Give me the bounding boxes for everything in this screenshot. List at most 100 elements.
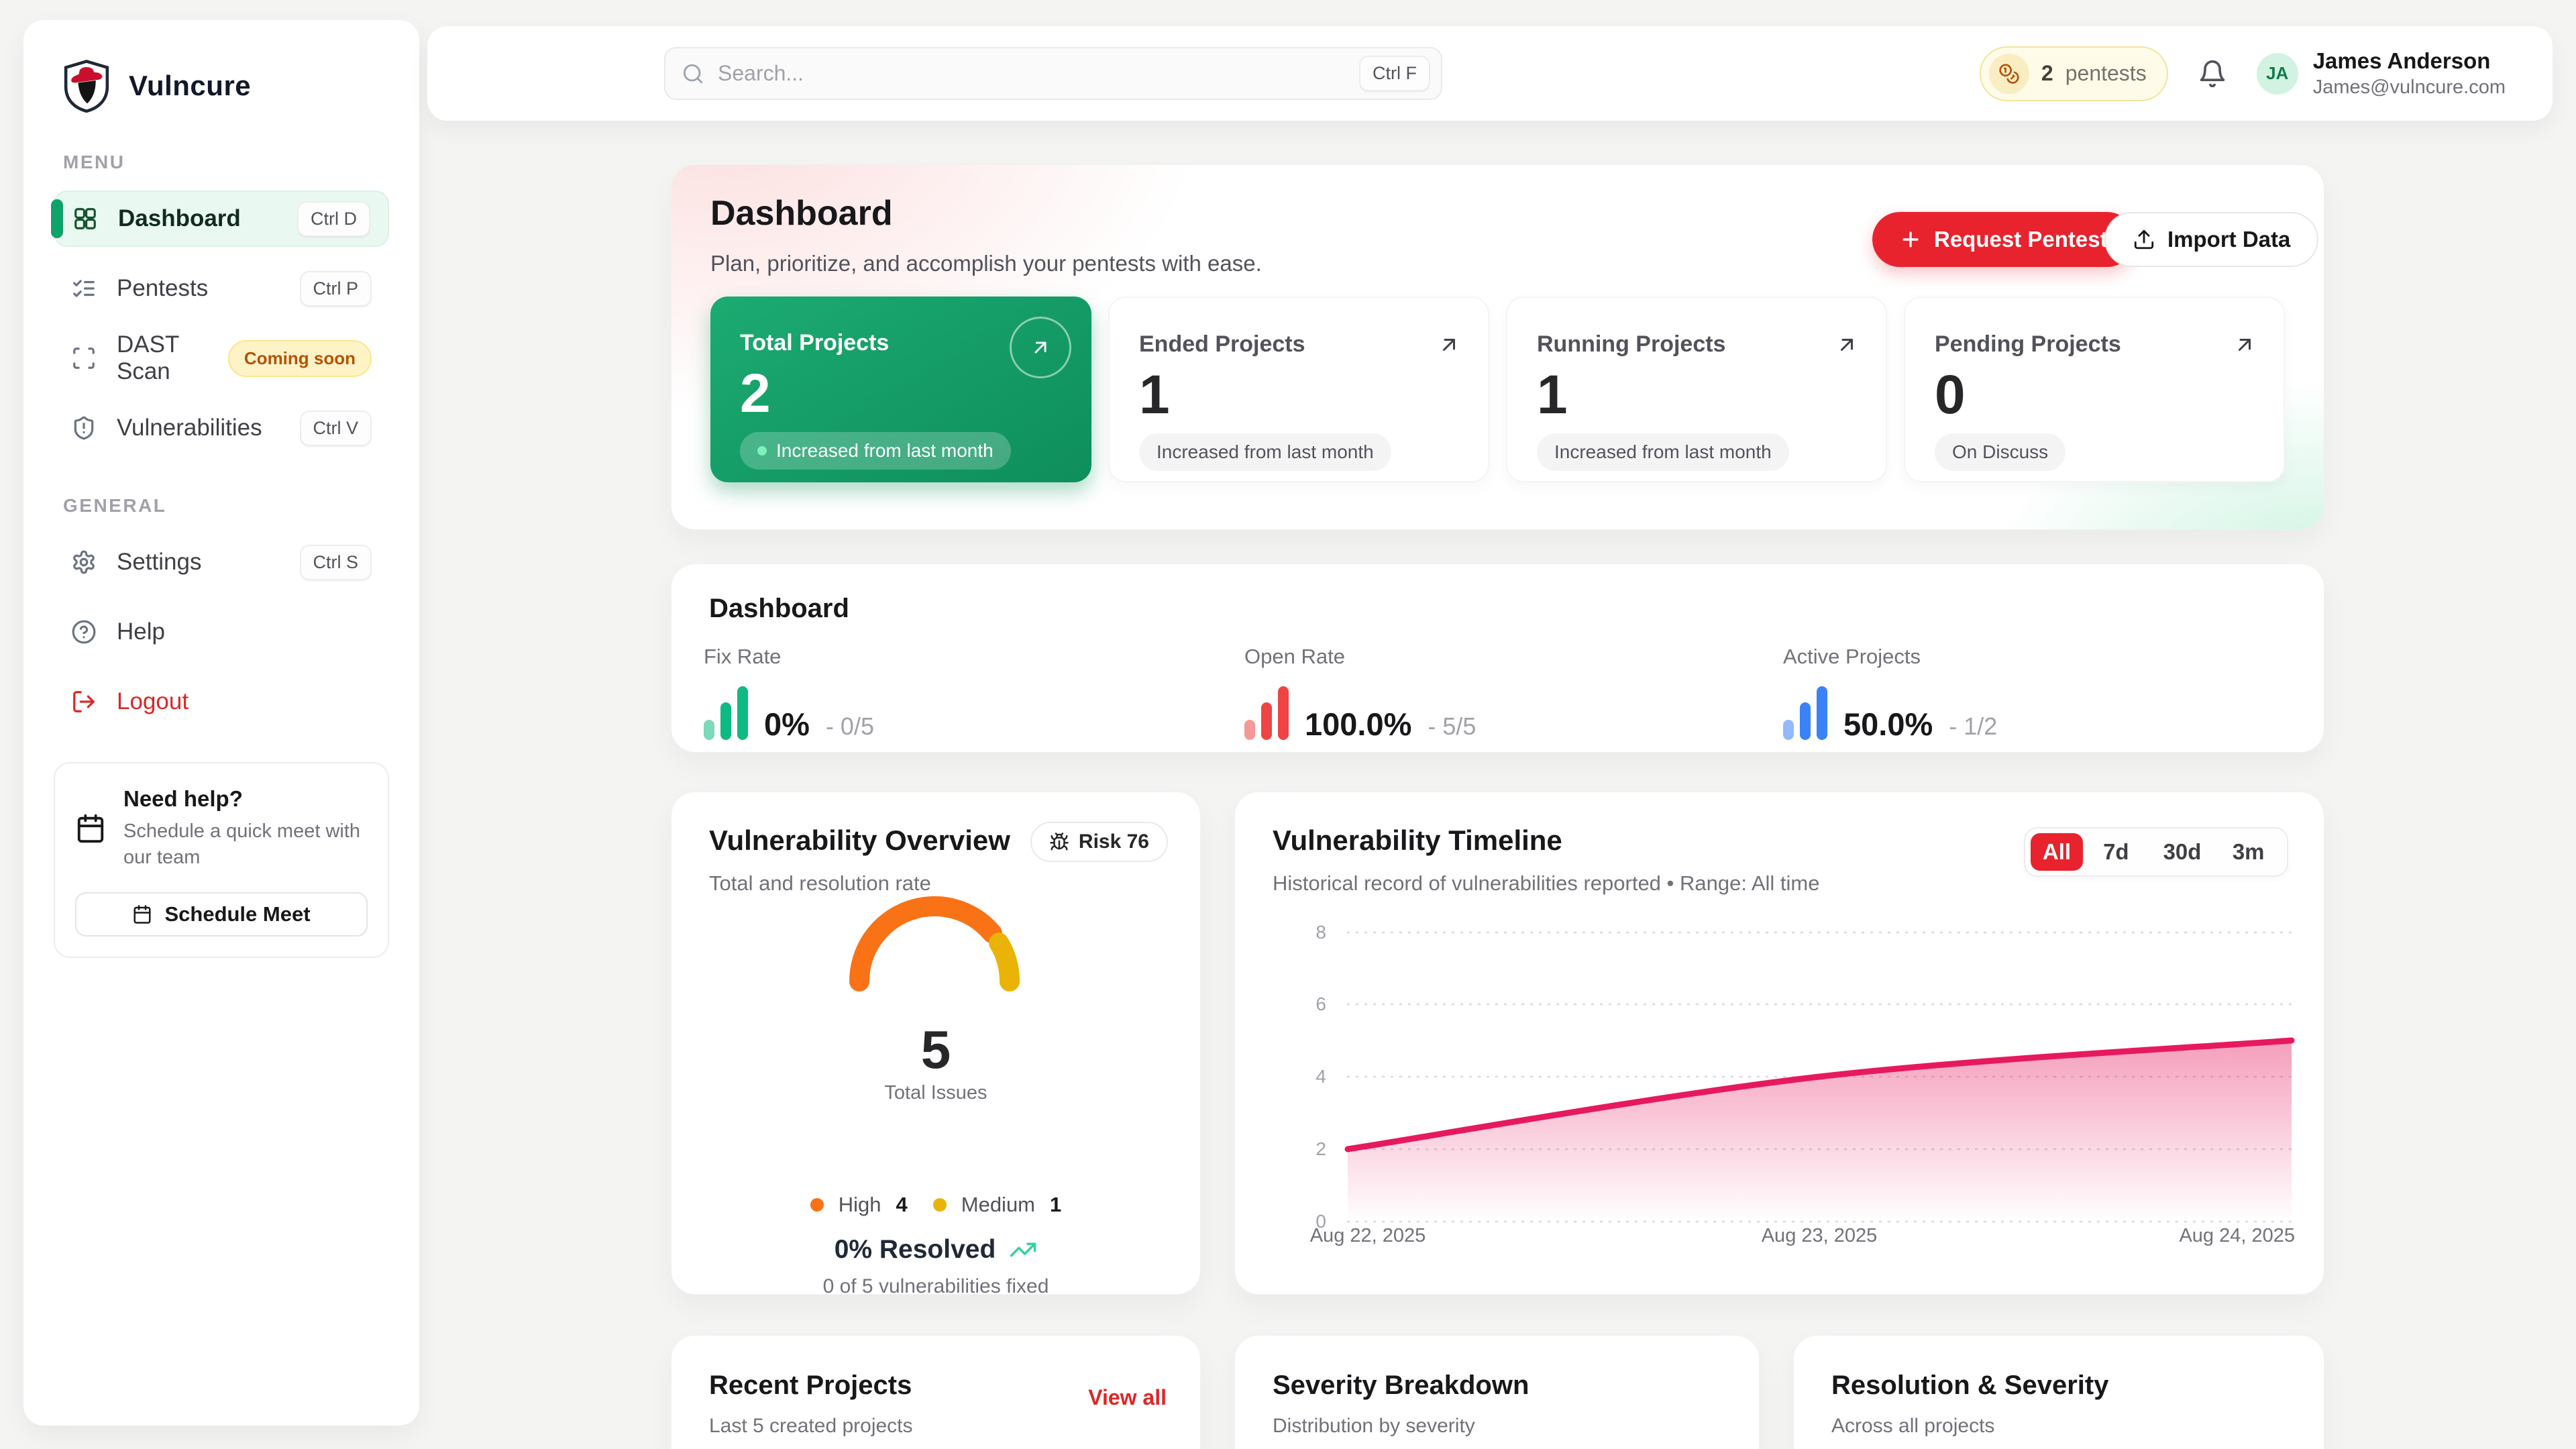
user-email: James@vulncure.com: [2312, 76, 2506, 98]
stat-title: Running Projects: [1537, 331, 1726, 357]
timeline-area-chart: [1344, 931, 2295, 1223]
sidebar-item-help[interactable]: Help: [54, 604, 389, 660]
sidebar-item-logout[interactable]: Logout: [54, 674, 389, 730]
stat-title: Ended Projects: [1139, 331, 1305, 357]
dashboard-grid-icon: [72, 206, 98, 231]
scan-icon: [71, 345, 97, 371]
x-axis-tick: Aug 22, 2025: [1309, 1225, 1426, 1246]
calendar-icon: [132, 904, 152, 924]
logout-icon: [71, 689, 97, 714]
metric-label: Open Rate: [1244, 645, 1345, 668]
arrow-up-right-icon[interactable]: [1010, 317, 1071, 378]
dashboard-hero-section: Dashboard Plan, prioritize, and accompli…: [671, 164, 2324, 530]
stat-card-total-projects[interactable]: Total Projects 2 Increased from last mon…: [710, 297, 1091, 482]
schedule-meet-button[interactable]: Schedule Meet: [75, 892, 368, 937]
metric-value: 0%: [764, 706, 810, 743]
search-shortcut-badge: Ctrl F: [1359, 56, 1430, 91]
arrow-up-right-icon[interactable]: [2233, 333, 2257, 357]
sidebar-item-dashboard[interactable]: Dashboard Ctrl D: [54, 191, 389, 247]
shortcut-badge: Ctrl P: [299, 270, 372, 307]
need-help-card: Need help? Schedule a quick meet with ou…: [54, 762, 389, 959]
sidebar: Vulncure MENU Dashboard Ctrl D Pentests …: [23, 20, 419, 1426]
risk-score-badge[interactable]: Risk 76: [1030, 822, 1168, 862]
app-title: Vulncure: [129, 70, 252, 101]
search-bar[interactable]: Ctrl F: [664, 47, 1442, 100]
stat-card-ended-projects[interactable]: Ended Projects 1 Increased from last mon…: [1108, 297, 1489, 482]
severity-breakdown-card: Severity Breakdown Distribution by sever…: [1234, 1335, 1760, 1449]
range-button-7d[interactable]: 7d: [2103, 839, 2129, 864]
trending-up-icon: [1009, 1236, 1037, 1264]
recent-projects-title: Recent Projects: [709, 1371, 912, 1400]
metric-label: Fix Rate: [704, 645, 782, 668]
stat-card-pending-projects[interactable]: Pending Projects 0 On Discuss: [1904, 297, 2285, 482]
search-input[interactable]: [718, 61, 1346, 86]
stat-note: Increased from last month: [1554, 441, 1772, 462]
stat-note-badge: Increased from last month: [740, 432, 1011, 470]
metrics-title: Dashboard: [709, 594, 849, 623]
sidebar-item-label: Pentests: [117, 275, 209, 301]
import-data-label: Import Data: [2167, 227, 2291, 252]
metric-value: 50.0%: [1843, 706, 1933, 743]
sidebar-item-pentests[interactable]: Pentests Ctrl P: [54, 260, 389, 317]
stat-value: 1: [1139, 364, 1170, 425]
stat-note: On Discuss: [1952, 441, 2049, 462]
sidebar-item-vulnerabilities[interactable]: Vulnerabilities Ctrl V: [54, 400, 389, 456]
user-menu[interactable]: JA James Anderson James@vulncure.com: [2256, 48, 2506, 99]
sidebar-item-label: Help: [117, 619, 165, 645]
import-data-button[interactable]: Import Data: [2104, 212, 2319, 267]
bug-icon: [1049, 832, 1069, 852]
shortcut-badge: Ctrl V: [299, 410, 372, 446]
x-axis-tick: Aug 23, 2025: [1761, 1225, 1878, 1246]
page-title: Dashboard: [710, 194, 893, 233]
plus-icon: [1899, 228, 1922, 251]
pentests-label: pentests: [2065, 61, 2147, 85]
vulncure-logo-icon: [62, 59, 111, 113]
risk-score-label: Risk 76: [1078, 830, 1149, 853]
high-dot-icon: [810, 1198, 824, 1212]
metric-active-projects: Active Projects 50.0% - 1/2: [1783, 645, 1997, 740]
view-all-link[interactable]: View all: [1088, 1385, 1167, 1409]
timeline-chart: 8 6 4 2 0 Aug 22, 2025 Aug 23, 2025 Aug …: [1275, 920, 2295, 1255]
timeline-title: Vulnerability Timeline: [1273, 824, 1562, 856]
legend-label-medium: Medium: [961, 1193, 1036, 1216]
y-axis-tick: 2: [1316, 1138, 1326, 1159]
medium-dot-icon: [932, 1198, 947, 1212]
resolution-severity-subtitle: Across all projects: [1831, 1415, 1995, 1437]
overview-subtitle: Total and resolution rate: [709, 871, 931, 895]
avatar: JA: [2256, 52, 2298, 95]
arrow-up-right-icon[interactable]: [1835, 333, 1859, 357]
search-icon: [682, 62, 704, 85]
metric-label: Active Projects: [1783, 645, 1921, 668]
severity-breakdown-title: Severity Breakdown: [1273, 1371, 1529, 1400]
sidebar-item-settings[interactable]: Settings Ctrl S: [54, 534, 389, 590]
range-button-30d[interactable]: 30d: [2163, 839, 2202, 864]
help-card-title: Need help?: [123, 786, 243, 811]
gear-icon: [71, 549, 97, 575]
dashboard-metrics-section: Dashboard Fix Rate 0% - 0/5 Open Rate 10…: [671, 564, 2324, 753]
sidebar-item-dast-scan[interactable]: DAST Scan Coming soon: [54, 330, 389, 386]
y-axis-tick: 6: [1316, 994, 1326, 1014]
stat-value: 0: [1935, 364, 1966, 425]
metric-open-rate: Open Rate 100.0% - 5/5: [1244, 645, 1476, 740]
legend-label-high: High: [838, 1193, 881, 1216]
vulnerability-overview-card: Vulnerability Overview Risk 76 Total and…: [671, 792, 1201, 1297]
pentests-credit-badge[interactable]: 2 pentests: [1979, 46, 2168, 101]
severity-legend: High 4 Medium 1: [672, 1193, 1200, 1217]
range-button-all[interactable]: All: [2031, 833, 2083, 871]
page-subtitle: Plan, prioritize, and accomplish your pe…: [710, 251, 1262, 276]
request-pentest-button[interactable]: Request Pentest: [1872, 212, 2135, 267]
bar-chart-icon: [704, 686, 748, 740]
arrow-up-right-icon[interactable]: [1437, 333, 1461, 357]
time-range-control: All 7d 30d 3m: [2024, 827, 2288, 877]
overview-title: Vulnerability Overview: [709, 824, 1010, 856]
stat-value: 2: [740, 363, 771, 424]
stat-card-running-projects[interactable]: Running Projects 1 Increased from last m…: [1506, 297, 1887, 482]
menu-section-label: MENU: [63, 152, 125, 172]
user-name: James Anderson: [2312, 48, 2491, 73]
coming-soon-badge: Coming soon: [227, 339, 372, 377]
checklist-icon: [71, 276, 97, 301]
sidebar-item-label: Settings: [117, 549, 202, 575]
metric-fix-rate: Fix Rate 0% - 0/5: [704, 645, 874, 740]
bell-icon[interactable]: [2198, 59, 2227, 89]
range-button-3m[interactable]: 3m: [2232, 839, 2265, 864]
